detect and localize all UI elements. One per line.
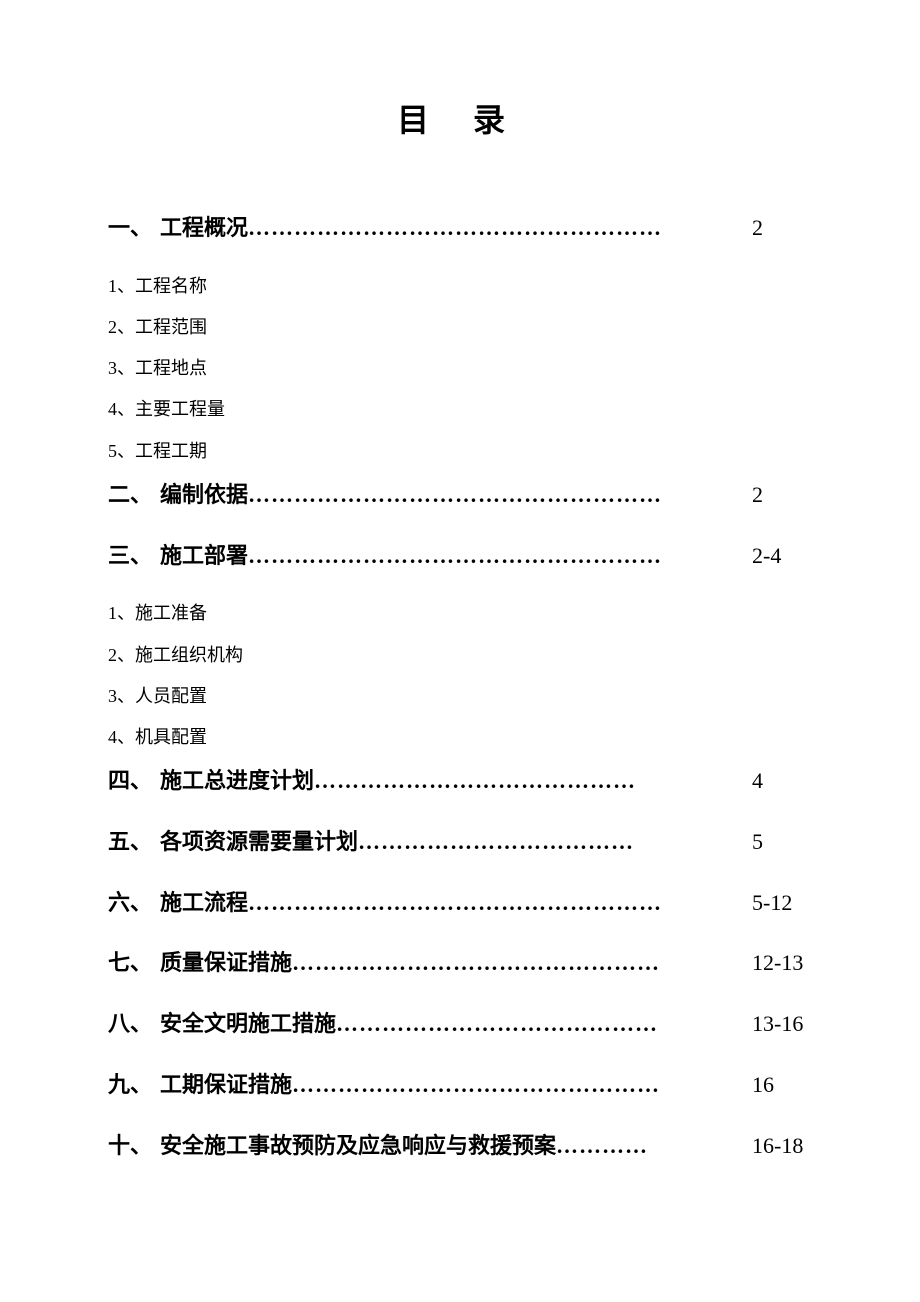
toc-sub-label: 施工准备 bbox=[135, 603, 207, 623]
toc-section-title: 施工部署 bbox=[160, 541, 248, 572]
toc-sub-item: 2、施工组织机构 bbox=[108, 643, 812, 668]
page-title: 目 录 bbox=[108, 95, 812, 141]
toc-dots: ……………………………………………… bbox=[248, 480, 730, 511]
toc-sub-item: 1、施工准备 bbox=[108, 601, 812, 626]
toc-sub-item: 2、工程范围 bbox=[108, 315, 812, 340]
toc-section-num: 七、 bbox=[108, 948, 160, 979]
toc-section-title: 安全施工事故预防及应急响应与救援预案 bbox=[160, 1131, 556, 1162]
toc-sub-num: 5、 bbox=[108, 441, 135, 461]
toc-dots: ……………………………………………… bbox=[248, 213, 730, 244]
toc-section-title: 施工流程 bbox=[160, 888, 248, 919]
toc-sub-item: 4、主要工程量 bbox=[108, 397, 812, 422]
toc-dots: ……………………………………………… bbox=[248, 888, 730, 919]
toc-section-title: 工期保证措施 bbox=[160, 1070, 292, 1101]
toc-sub-num: 2、 bbox=[108, 317, 135, 337]
toc-sub-num: 3、 bbox=[108, 686, 135, 706]
toc-dots: ………………………………………… bbox=[292, 948, 730, 979]
toc-dots: ……………………………… bbox=[358, 827, 730, 858]
toc-section-num: 五、 bbox=[108, 827, 160, 858]
toc-section-title: 编制依据 bbox=[160, 480, 248, 511]
toc-sub-label: 人员配置 bbox=[135, 686, 207, 706]
toc-page-num: 5-12 bbox=[730, 888, 812, 919]
toc-section-num: 六、 bbox=[108, 888, 160, 919]
toc-section-row: 五、各项资源需要量计划………………………………5 bbox=[108, 827, 812, 858]
toc-sub-num: 4、 bbox=[108, 399, 135, 419]
toc-sub-label: 机具配置 bbox=[135, 727, 207, 747]
toc-sub-item: 4、机具配置 bbox=[108, 725, 812, 750]
toc-section-num: 八、 bbox=[108, 1009, 160, 1040]
toc-section-row: 一、工程概况………………………………………………2 bbox=[108, 213, 812, 244]
toc-section-num: 三、 bbox=[108, 541, 160, 572]
toc-page-num: 2 bbox=[730, 213, 812, 244]
toc-sub-num: 4、 bbox=[108, 727, 135, 747]
toc-page-num: 16 bbox=[730, 1070, 812, 1101]
toc-sub-label: 工程地点 bbox=[135, 358, 207, 378]
toc-sub-num: 2、 bbox=[108, 645, 135, 665]
toc-dots: ……………………………………………… bbox=[248, 541, 730, 572]
toc-section-num: 二、 bbox=[108, 480, 160, 511]
toc-sub-num: 1、 bbox=[108, 603, 135, 623]
toc-sub-label: 工程名称 bbox=[135, 276, 207, 296]
toc-section-title: 施工总进度计划 bbox=[160, 766, 314, 797]
toc-section-row: 九、工期保证措施…………………………………………16 bbox=[108, 1070, 812, 1101]
toc-section-num: 一、 bbox=[108, 213, 160, 244]
toc-sub-num: 3、 bbox=[108, 358, 135, 378]
toc-section-num: 四、 bbox=[108, 766, 160, 797]
toc-page-num: 2 bbox=[730, 480, 812, 511]
toc-section-title: 工程概况 bbox=[160, 213, 248, 244]
toc-page-num: 16-18 bbox=[730, 1131, 812, 1162]
toc-section-row: 八、安全文明施工措施……………………………………13-16 bbox=[108, 1009, 812, 1040]
toc-section-title: 质量保证措施 bbox=[160, 948, 292, 979]
toc-dots: ………… bbox=[556, 1131, 730, 1162]
toc-sub-label: 工程范围 bbox=[135, 317, 207, 337]
toc-page-num: 13-16 bbox=[730, 1009, 812, 1040]
toc-page-num: 12-13 bbox=[730, 948, 812, 979]
table-of-contents: 一、工程概况………………………………………………21、工程名称2、工程范围3、工… bbox=[108, 213, 812, 1162]
toc-page-num: 4 bbox=[730, 766, 812, 797]
toc-page-num: 2-4 bbox=[730, 541, 812, 572]
toc-dots: ………………………………………… bbox=[292, 1070, 730, 1101]
toc-section-row: 三、施工部署………………………………………………2-4 bbox=[108, 541, 812, 572]
toc-sub-label: 主要工程量 bbox=[135, 399, 225, 419]
toc-sub-item: 3、工程地点 bbox=[108, 356, 812, 381]
toc-section-row: 六、施工流程………………………………………………5-12 bbox=[108, 888, 812, 919]
toc-sub-item: 5、工程工期 bbox=[108, 439, 812, 464]
toc-section-num: 九、 bbox=[108, 1070, 160, 1101]
toc-section-row: 四、施工总进度计划……………………………………4 bbox=[108, 766, 812, 797]
toc-dots: …………………………………… bbox=[336, 1009, 730, 1040]
toc-section-num: 十、 bbox=[108, 1131, 160, 1162]
toc-sub-item: 3、人员配置 bbox=[108, 684, 812, 709]
toc-section-row: 七、质量保证措施…………………………………………12-13 bbox=[108, 948, 812, 979]
toc-sub-label: 施工组织机构 bbox=[135, 645, 243, 665]
toc-section-row: 十、安全施工事故预防及应急响应与救援预案…………16-18 bbox=[108, 1131, 812, 1162]
toc-dots: …………………………………… bbox=[314, 766, 730, 797]
toc-section-title: 各项资源需要量计划 bbox=[160, 827, 358, 858]
toc-page-num: 5 bbox=[730, 827, 812, 858]
toc-sub-item: 1、工程名称 bbox=[108, 274, 812, 299]
toc-sub-label: 工程工期 bbox=[135, 441, 207, 461]
toc-sub-num: 1、 bbox=[108, 276, 135, 296]
toc-section-row: 二、编制依据………………………………………………2 bbox=[108, 480, 812, 511]
toc-section-title: 安全文明施工措施 bbox=[160, 1009, 336, 1040]
